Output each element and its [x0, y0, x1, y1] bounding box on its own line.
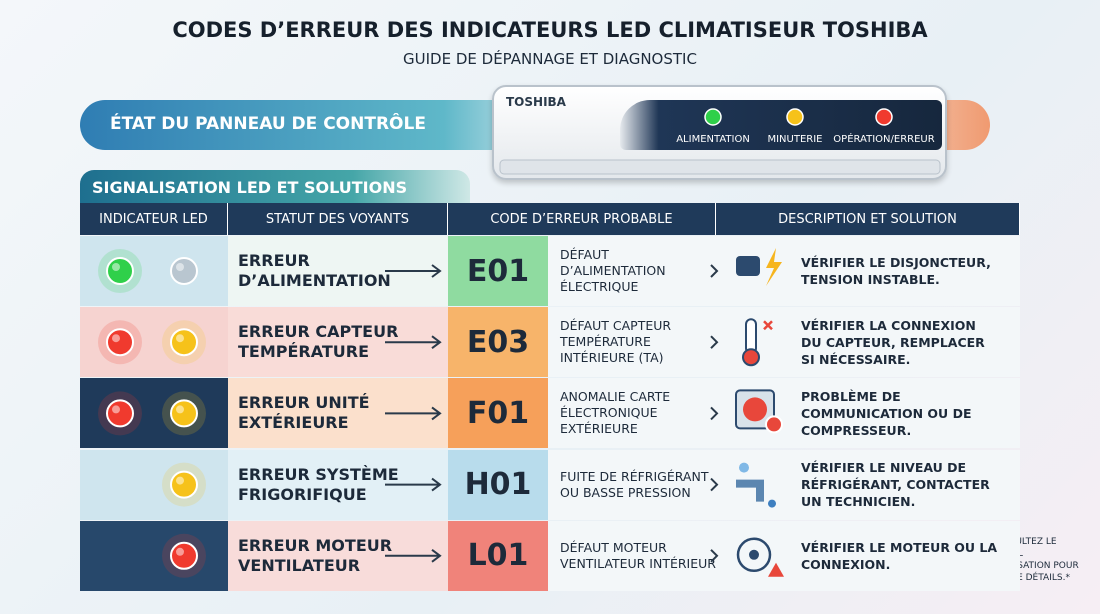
- code-cell: E01: [448, 236, 548, 306]
- code-cell: E03: [448, 307, 548, 378]
- table-header: STATUT DES VOYANTS: [228, 203, 448, 235]
- device-led: [875, 108, 893, 126]
- description-cell: DÉFAUT D’ALIMENTATION ÉLECTRIQUE: [548, 236, 716, 306]
- led-shine: [176, 334, 184, 343]
- led-label: OPÉRATION/ERREUR: [833, 134, 935, 145]
- code-cell: F01: [448, 378, 548, 449]
- arrow: [385, 264, 442, 278]
- device-led: [704, 108, 722, 126]
- led-shine: [176, 547, 184, 556]
- chevron: [710, 264, 719, 278]
- led: [170, 470, 198, 499]
- icon: [766, 248, 782, 286]
- table-header: CODE D’ERREUR PROBABLE: [448, 203, 716, 235]
- icon: [739, 462, 749, 473]
- icon: [768, 499, 776, 508]
- led: [106, 328, 134, 357]
- device-led: [786, 108, 804, 126]
- led: [170, 399, 198, 428]
- led-cell: [80, 449, 228, 520]
- description-cell: DÉFAUT CAPTEUR TEMPÉRATURE INTÉRIEURE (T…: [548, 307, 716, 378]
- arrow: [385, 406, 442, 421]
- chevron: [710, 549, 719, 563]
- led: [170, 541, 198, 570]
- code-cell: H01: [448, 449, 548, 520]
- icon: [763, 320, 773, 331]
- chevron: [710, 477, 719, 492]
- led-shine: [112, 405, 120, 414]
- title: CODES D’ERREUR DES INDICATEURS LED CLIMA…: [172, 18, 928, 42]
- arrow: [385, 335, 442, 349]
- table-header: INDICATEUR LED: [80, 203, 228, 235]
- led-shine: [112, 263, 120, 271]
- led-shine: [176, 263, 184, 271]
- description-cell: ANOMALIE CARTE ÉLECTRONIQUE EXTÉRIEURE: [548, 378, 716, 449]
- icon: [768, 562, 784, 577]
- description-cell: FUITE DE RÉFRIGÉRANT OU BASSE PRESSION: [548, 449, 716, 520]
- led-shine: [176, 476, 184, 485]
- icon: [736, 256, 760, 276]
- icon: [742, 348, 760, 367]
- panel-label: ÉTAT DU PANNEAU DE CONTRÔLE: [110, 114, 426, 134]
- subtitle: GUIDE DE DÉPANNAGE ET DIAGNOSTIC: [403, 50, 697, 68]
- solution-cell: VÉRIFIER LE DISJONCTEUR, TENSION INSTABL…: [716, 236, 1020, 306]
- solution-cell: VÉRIFIER LA CONNEXION DU CAPTEUR, REMPLA…: [716, 307, 1020, 378]
- led-cell: [80, 520, 228, 591]
- icon: [745, 318, 757, 355]
- led-panel: [620, 100, 942, 150]
- solution-cell: VÉRIFIER LE MOTEUR OU LA CONNEXION.: [716, 520, 1020, 591]
- icon: [736, 537, 772, 573]
- description-cell: DÉFAUT MOTEUR VENTILATEUR INTÉRIEUR: [548, 520, 716, 591]
- chevron: [710, 335, 719, 349]
- brand: TOSHIBA: [506, 95, 566, 109]
- led-label: ALIMENTATION: [676, 134, 750, 145]
- led: [106, 399, 134, 428]
- led-label: MINUTERIE: [767, 134, 823, 145]
- status-cell: ERREUR CAPTEUR TEMPÉRATURE: [228, 307, 448, 378]
- section-tab: [80, 170, 470, 204]
- led-shine: [112, 334, 120, 343]
- icon: [736, 479, 764, 502]
- led-cell: [80, 307, 228, 378]
- led-cell: [80, 236, 228, 306]
- arrow: [385, 477, 442, 492]
- table-header: DESCRIPTION ET SOLUTION: [716, 203, 1020, 235]
- solution-cell: VÉRIFIER LE NIVEAU DE RÉFRIGÉRANT, CONTA…: [716, 449, 1020, 520]
- icon: [749, 549, 759, 560]
- led: [106, 257, 134, 285]
- icon: [765, 415, 783, 434]
- arrow: [385, 549, 442, 563]
- led-shine: [176, 405, 184, 414]
- icon: [743, 397, 767, 422]
- led: [170, 257, 198, 285]
- led: [170, 328, 198, 357]
- chevron: [710, 406, 719, 421]
- section-title: SIGNALISATION LED ET SOLUTIONS: [92, 178, 408, 197]
- code-cell: L01: [448, 520, 548, 591]
- vent: [499, 159, 941, 175]
- led-cell: [80, 378, 228, 449]
